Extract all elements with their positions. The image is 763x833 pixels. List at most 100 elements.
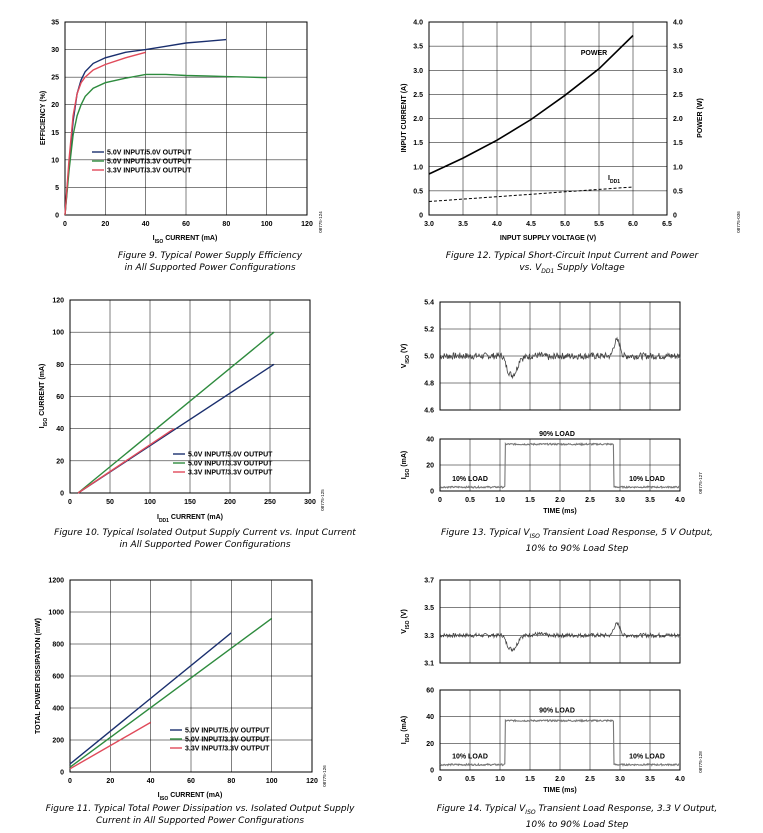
y-tick-label: 0 xyxy=(430,768,434,775)
vout-trace xyxy=(439,336,681,380)
y2-tick-label: 4.0 xyxy=(673,20,683,27)
x-tick-label: 120 xyxy=(306,778,318,785)
x-tick-label: 0 xyxy=(68,499,72,506)
x-tick-label: 4.0 xyxy=(675,776,685,783)
figure-11-caption: Figure 11. Typical Total Power Dissipati… xyxy=(15,803,385,827)
x-tick-label: 60 xyxy=(182,221,190,228)
y-tick-label: 3.0 xyxy=(413,68,423,75)
x-tick-label: 20 xyxy=(106,778,114,785)
y-tick-label: 100 xyxy=(52,330,64,337)
y2-tick-label: 0 xyxy=(673,213,677,220)
x-tick-label: 2.5 xyxy=(585,776,595,783)
x-tick-label: 0 xyxy=(438,497,442,504)
transient-5v-chart: 4.6 4.8 5.0 5.2 5.4 0 20 40 0 0.5 1.0 1.5 2.0 2.5 3.0 3… xyxy=(401,300,703,516)
iso-current-line xyxy=(77,331,275,494)
figure-14-panel: 3.1 3.3 3.5 3.7 0 20 40 60 0 0.5 1.0 1.5 2.0 2.5 3.0 3.… xyxy=(382,560,763,833)
y-tick-label: 1200 xyxy=(48,578,64,585)
x-tick-label: 6.0 xyxy=(628,221,638,228)
x-tick-label: 60 xyxy=(187,778,195,785)
y-tick-label: 20 xyxy=(426,741,434,748)
x-tick-label: 100 xyxy=(261,221,273,228)
load-current-trace xyxy=(439,718,680,767)
x-tick-label: 3.5 xyxy=(645,776,655,783)
y2-tick-label: 2.5 xyxy=(673,92,683,99)
x-tick-label: 0 xyxy=(438,776,442,783)
legend-label: 5.0V INPUT/3.3V OUTPUT xyxy=(188,461,273,468)
x-axis-label: IISO CURRENT (mA) xyxy=(153,235,218,245)
y-axis-label: TOTAL POWER DISSIPATION (mW) xyxy=(35,618,42,734)
y-tick-label: 800 xyxy=(52,642,64,649)
legend-label: 5.0V INPUT/5.0V OUTPUT xyxy=(107,150,192,157)
x-axis-label: INPUT SUPPLY VOLTAGE (V) xyxy=(500,235,596,242)
x-tick-label: 2.0 xyxy=(555,497,565,504)
y-tick-label: 3.7 xyxy=(424,578,434,585)
y-tick-label: 20 xyxy=(51,102,59,109)
x-tick-label: 50 xyxy=(106,499,114,506)
figure-13-caption: Figure 13. Typical VISO Transient Load R… xyxy=(402,527,752,555)
x-tick-label: 20 xyxy=(101,221,109,228)
legend-label: 5.0V INPUT/5.0V OUTPUT xyxy=(188,452,273,459)
power-line xyxy=(428,34,634,175)
x-tick-label: 3.0 xyxy=(424,221,434,228)
y-tick-label: 4.8 xyxy=(424,381,434,388)
x-tick-label: 1.5 xyxy=(525,776,535,783)
caption-line-2: Current in All Supported Power Configura… xyxy=(95,816,305,826)
y-tick-label: 4.0 xyxy=(413,20,423,27)
x-axis-label: TIME (ms) xyxy=(543,787,576,794)
y-tick-label: 25 xyxy=(51,75,59,82)
transient-3v3-chart: 3.1 3.3 3.5 3.7 0 20 40 60 0 0.5 1.0 1.5 2.0 2.5 3.0 3.… xyxy=(401,578,703,795)
x-tick-label: 120 xyxy=(301,221,313,228)
iout-axis-label: IISO (mA) xyxy=(401,451,411,479)
y-tick-label: 80 xyxy=(56,362,64,369)
short-circuit-chart: 0 0 0.5 0.5 1.0 1.0 1.5 1.5 2.0 2.0 2.5 2.5 3.0 3.0 3.… xyxy=(401,20,741,243)
y-tick-label: 35 xyxy=(51,20,59,27)
x-tick-label: 100 xyxy=(144,499,156,506)
vout-axis-label: VISO (V) xyxy=(401,609,411,634)
figure-14-caption: Figure 14. Typical VISO Transient Load R… xyxy=(402,803,752,831)
load-current-trace xyxy=(439,442,681,490)
efficiency-line xyxy=(64,73,267,216)
figure-12-caption: Figure 12. Typical Short-Circuit Input C… xyxy=(402,250,742,278)
y-tick-label: 15 xyxy=(51,130,59,137)
efficiency-line xyxy=(64,51,146,216)
y-tick-label: 1.5 xyxy=(413,140,423,147)
y-tick-label: 60 xyxy=(426,688,434,695)
x-tick-label: 250 xyxy=(264,499,276,506)
figure-code: 08775-126 xyxy=(322,765,327,787)
x-tick-label: 3.0 xyxy=(615,497,625,504)
x-tick-label: 80 xyxy=(227,778,235,785)
x-axis-label: TIME (ms) xyxy=(543,508,576,515)
x-axis-label: IDD1 CURRENT (mA) xyxy=(157,514,223,522)
x-tick-label: 4.0 xyxy=(492,221,502,228)
load-label-10: 10% LOAD xyxy=(452,754,488,761)
legend-label: 5.0V INPUT/3.3V OUTPUT xyxy=(185,737,270,744)
vout-trace xyxy=(439,621,681,652)
x-tick-label: 1.0 xyxy=(495,776,505,783)
y-tick-label: 1000 xyxy=(48,610,64,617)
y-tick-label: 20 xyxy=(426,463,434,470)
y-tick-label: 2.5 xyxy=(413,92,423,99)
y-tick-label: 20 xyxy=(56,458,64,465)
x-tick-label: 5.0 xyxy=(560,221,570,228)
caption-line-1: Figure 9. Typical Power Supply Efficienc… xyxy=(117,251,303,261)
legend-label: 3.3V INPUT/3.3V OUTPUT xyxy=(185,746,270,753)
dissipation-line xyxy=(69,721,152,770)
y-tick-label: 0 xyxy=(60,770,64,777)
y-tick-label: 1.0 xyxy=(413,164,423,171)
caption-line-2: in All Supported Power Configurations xyxy=(124,263,296,273)
figure-code: 08775-127 xyxy=(698,472,703,494)
x-tick-label: 40 xyxy=(147,778,155,785)
y-tick-label: 2.0 xyxy=(413,116,423,123)
y-tick-label: 120 xyxy=(52,298,64,305)
y-tick-label: 3.5 xyxy=(413,44,423,51)
caption-line-2: vs. VDD1 Supply Voltage xyxy=(519,263,625,275)
y2-tick-label: 0.5 xyxy=(673,188,683,195)
y-tick-label: 3.5 xyxy=(424,605,434,612)
x-tick-label: 1.0 xyxy=(495,497,505,504)
y-tick-label: 4.6 xyxy=(424,408,434,415)
y-tick-label: 0 xyxy=(60,491,64,498)
x-tick-label: 3.5 xyxy=(645,497,655,504)
y2-tick-label: 3.0 xyxy=(673,68,683,75)
caption-line-1: Figure 10. Typical Isolated Output Suppl… xyxy=(54,528,356,538)
caption-line-1: Figure 14. Typical VISO Transient Load R… xyxy=(436,804,718,816)
